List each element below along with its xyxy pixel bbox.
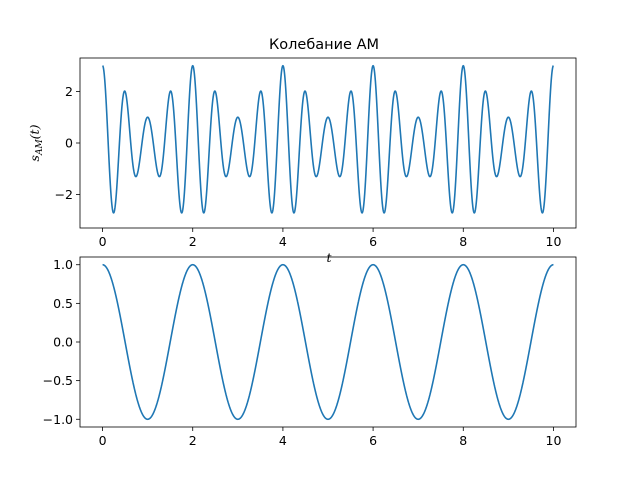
top-x-axis-label: t	[326, 250, 332, 265]
top-x-tick-label: 6	[369, 234, 377, 249]
top-axes-frame	[79, 57, 577, 229]
bottom-x-ticks: 0 2 4 6 8 10	[99, 427, 562, 448]
bottom-x-tick-label: 6	[369, 433, 377, 448]
bottom-axes: 0 2 4 6 8 10 −1.0 −0.5 0.0 0.5 1.0	[43, 256, 577, 448]
bottom-y-tick-label: 1.0	[53, 257, 73, 272]
bottom-y-ticks: −1.0 −0.5 0.0 0.5 1.0	[43, 257, 80, 427]
top-x-tick-label: 8	[459, 234, 467, 249]
top-y-tick-label: −2	[55, 187, 73, 202]
bottom-x-tick-label: 2	[189, 433, 197, 448]
top-x-tick-label: 4	[279, 234, 287, 249]
bottom-x-tick-label: 4	[279, 433, 287, 448]
top-y-tick-label: 2	[65, 84, 73, 99]
top-plot-area	[102, 64, 554, 214]
top-series-line-0	[102, 64, 554, 214]
bottom-x-tick-label: 10	[546, 433, 562, 448]
bottom-x-tick-label: 8	[459, 433, 467, 448]
top-x-tick-label: 0	[99, 234, 107, 249]
bottom-y-tick-label: −0.5	[43, 373, 73, 388]
bottom-y-tick-label: 0.5	[53, 296, 73, 311]
top-x-tick-label: 2	[189, 234, 197, 249]
bottom-series-line-0	[102, 263, 554, 421]
top-x-tick-label: 10	[546, 234, 562, 249]
bottom-y-tick-label: 0.0	[53, 335, 73, 350]
top-x-ticks: 0 2 4 6 8 10	[99, 228, 562, 249]
bottom-y-tick-label: −1.0	[43, 412, 73, 427]
bottom-x-tick-label: 0	[99, 433, 107, 448]
top-chart-title: Колебание AM	[269, 37, 379, 53]
top-y-ticks: −2 0 2	[55, 84, 80, 202]
bottom-axes-frame	[79, 256, 577, 428]
top-y-tick-label: 0	[65, 136, 73, 151]
top-axes: Колебание AM 0 2 4 6 8 10 −202 sAM(t) t	[27, 37, 577, 265]
bottom-plot-area	[102, 263, 554, 421]
